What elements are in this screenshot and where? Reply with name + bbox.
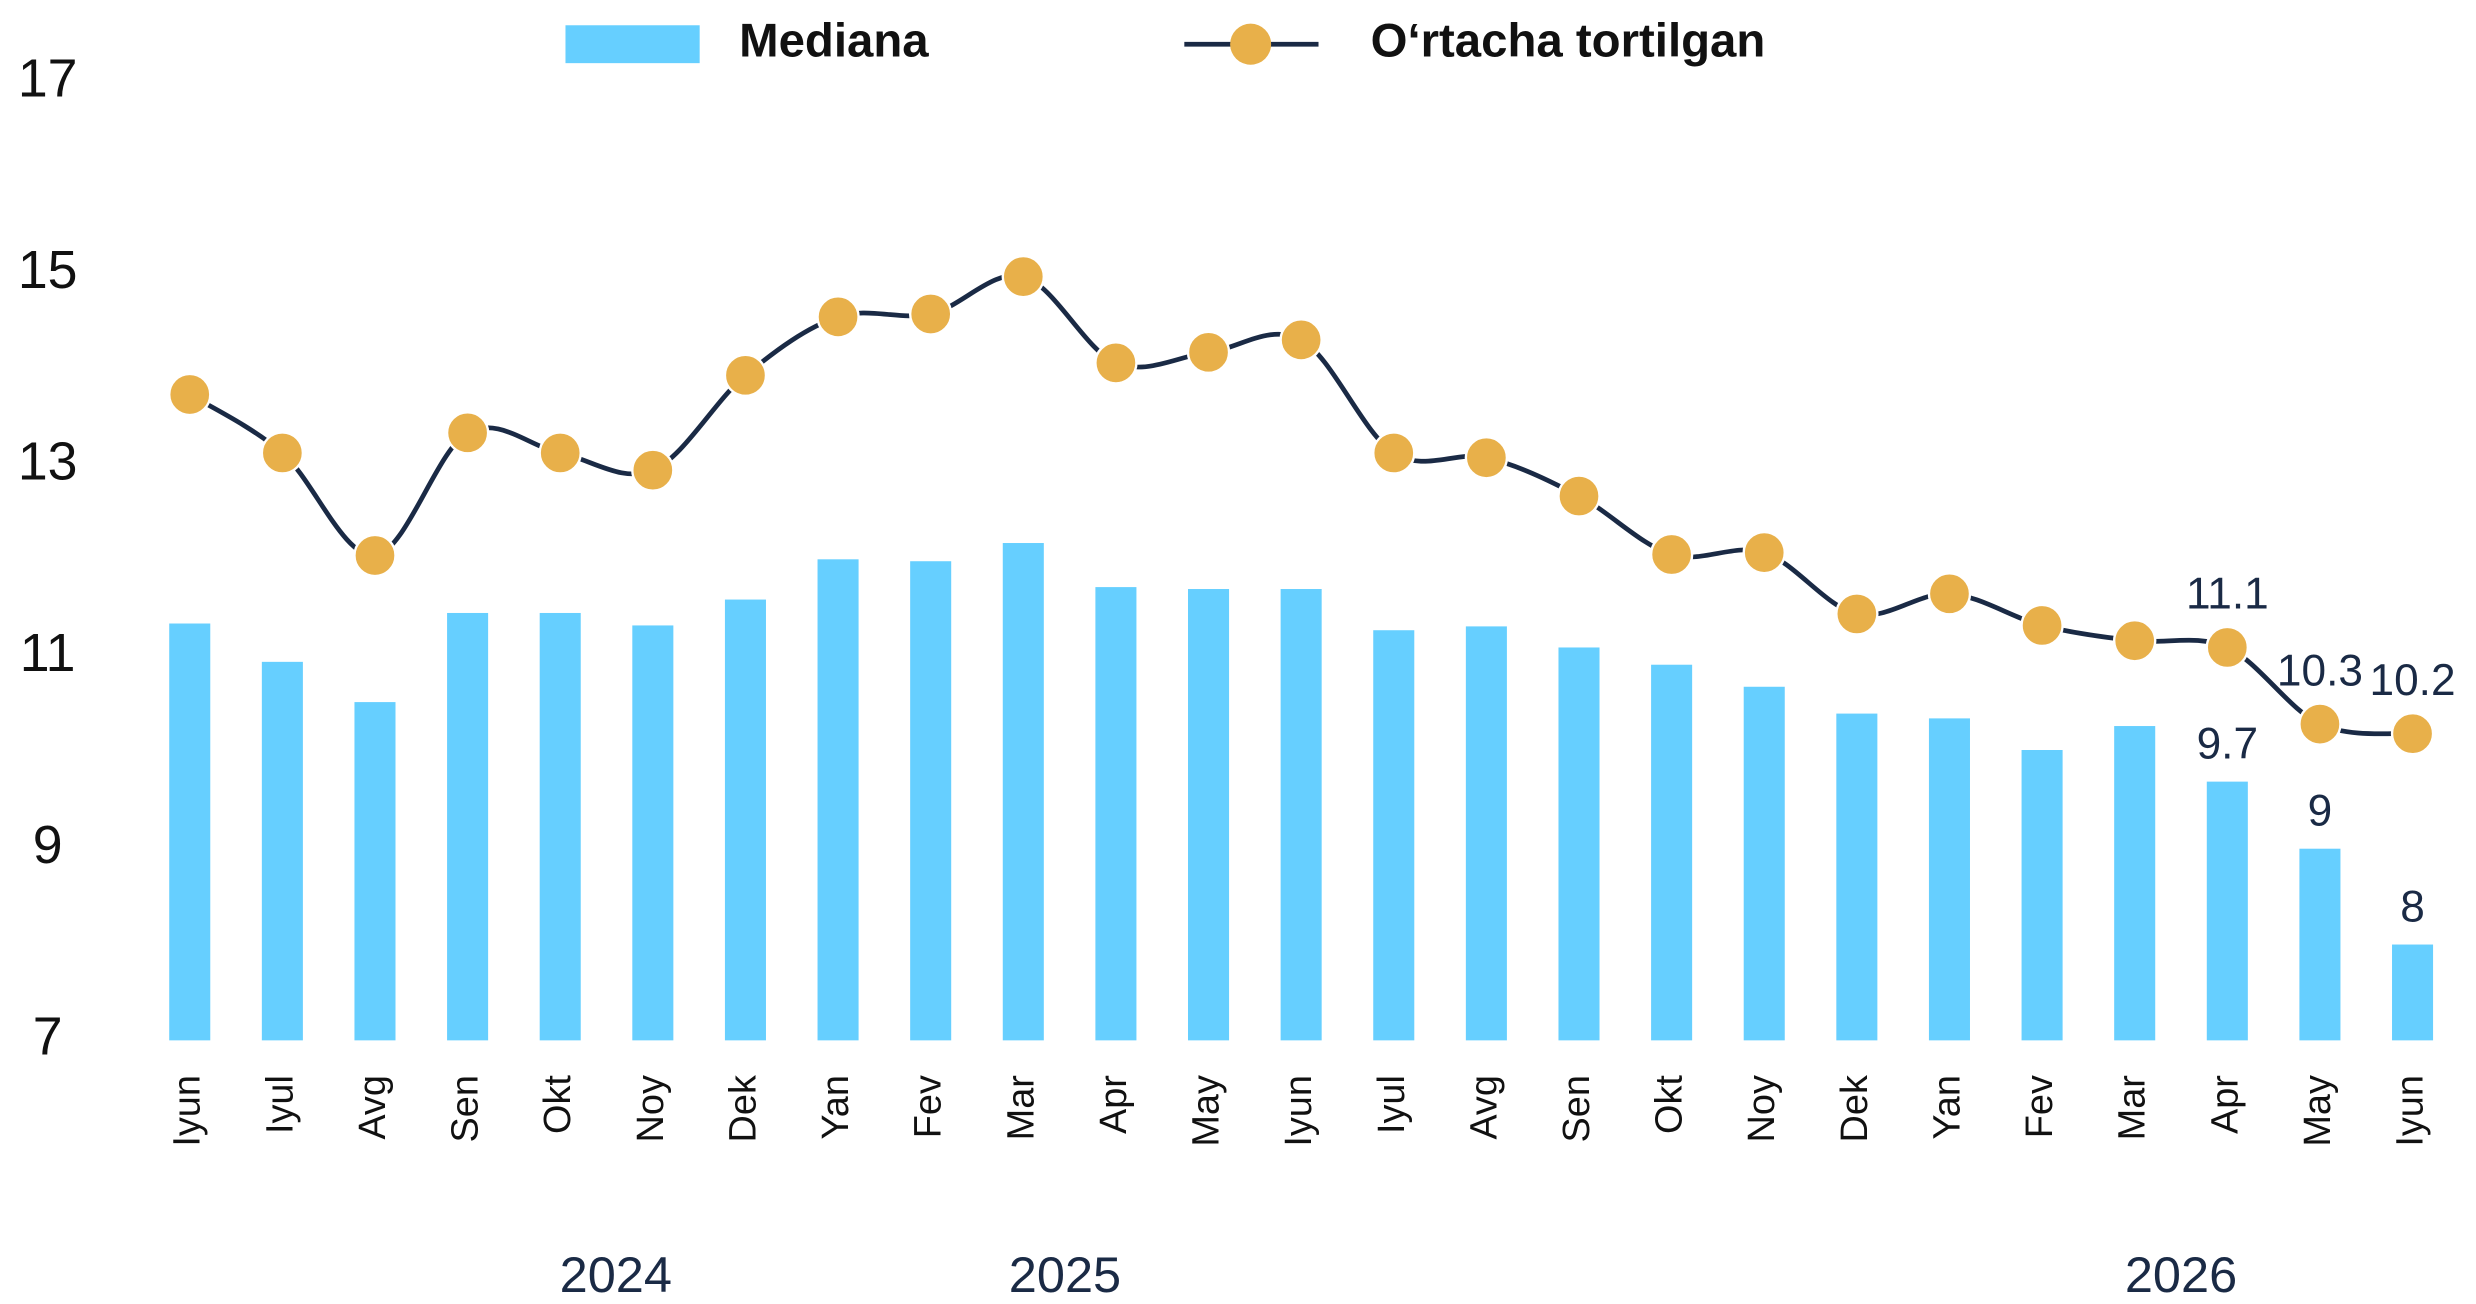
line-marker <box>1186 330 1231 375</box>
line-marker <box>1094 341 1138 385</box>
x-tick-label: Iyun <box>1278 1075 1320 1147</box>
line-marker <box>631 448 675 492</box>
bar-value-label: 9.7 <box>2197 720 2258 769</box>
year-label: 2026 <box>2125 1246 2237 1303</box>
line-value-label: 10.2 <box>2370 656 2456 705</box>
line-marker <box>1557 474 1601 518</box>
bar <box>539 612 581 1041</box>
bar <box>724 599 766 1041</box>
x-tick-label: Mar <box>1000 1075 1042 1140</box>
y-tick-label: 7 <box>33 1007 63 1067</box>
line-marker <box>445 411 490 455</box>
bar <box>632 625 674 1041</box>
bar <box>2021 750 2063 1041</box>
line-marker <box>2020 603 2064 648</box>
y-tick-label: 9 <box>33 815 63 875</box>
line-marker <box>2298 702 2342 746</box>
bar <box>1373 630 1415 1041</box>
line-marker <box>353 533 397 578</box>
line-marker <box>1649 532 1694 577</box>
bar-value-label: 9 <box>2308 787 2333 836</box>
bar <box>2392 944 2434 1041</box>
bar <box>354 702 396 1041</box>
bar <box>1465 626 1507 1041</box>
x-tick-label: Iyul <box>259 1075 301 1134</box>
x-tick-label: Yan <box>815 1075 857 1140</box>
x-tick-label: Yan <box>1926 1075 1968 1140</box>
x-tick-label: Dek <box>1834 1075 1876 1142</box>
x-tick-label: Okt <box>1649 1075 1691 1134</box>
bar <box>2114 726 2156 1041</box>
x-tick-label: Noy <box>630 1075 672 1142</box>
bar <box>910 561 952 1041</box>
line-marker <box>1742 530 1786 575</box>
bar <box>2299 848 2341 1041</box>
line-marker <box>723 353 768 398</box>
x-tick-label: Fev <box>908 1075 950 1138</box>
bar <box>1558 647 1600 1041</box>
bar <box>2206 781 2248 1041</box>
x-tick-label: Okt <box>537 1075 579 1134</box>
line-value-label: 10.3 <box>2277 646 2363 695</box>
legend-marker <box>1230 23 1272 65</box>
x-tick-label: Dek <box>722 1075 764 1142</box>
bar <box>1280 589 1322 1041</box>
legend-label: O‘rtacha tortilgan <box>1371 15 1766 68</box>
bar-value-label: 8 <box>2400 882 2425 931</box>
bar <box>447 612 489 1041</box>
y-tick-label: 11 <box>20 623 76 683</box>
x-tick-label: Sen <box>445 1075 487 1142</box>
line-marker <box>816 295 860 339</box>
line-marker <box>1927 572 1972 616</box>
line-marker <box>260 431 305 475</box>
y-tick-label: 13 <box>18 432 78 492</box>
y-tick-label: 17 <box>18 48 78 108</box>
bar <box>817 559 859 1041</box>
bar <box>1095 587 1137 1041</box>
x-tick-label: Avg <box>1463 1075 1505 1140</box>
bar <box>1743 686 1785 1041</box>
x-tick-label: Iyul <box>1371 1075 1413 1134</box>
year-label: 2025 <box>1009 1246 1121 1303</box>
line-marker <box>2390 712 2435 756</box>
legend-label: Mediana <box>739 15 929 68</box>
line-marker <box>1464 436 1509 480</box>
x-tick-label: Apr <box>1093 1075 1135 1134</box>
x-tick-label: Avg <box>352 1075 394 1140</box>
x-tick-label: Sen <box>1556 1075 1598 1142</box>
bar <box>1651 664 1693 1041</box>
y-tick-label: 15 <box>18 240 78 300</box>
x-tick-label: Fev <box>2019 1075 2061 1138</box>
year-label: 2024 <box>560 1246 672 1303</box>
bar <box>1188 589 1230 1041</box>
x-tick-label: May <box>2297 1075 2339 1147</box>
bar <box>169 623 211 1041</box>
x-tick-label: Apr <box>2204 1075 2246 1134</box>
bar <box>1002 543 1044 1041</box>
line-value-label: 11.1 <box>2186 570 2269 619</box>
line-marker <box>2205 625 2250 670</box>
line-marker <box>1372 431 1416 475</box>
line-marker <box>1835 592 1879 636</box>
x-tick-label: Iyun <box>167 1075 209 1147</box>
x-tick-label: Noy <box>1741 1075 1783 1142</box>
x-tick-label: May <box>1186 1075 1228 1147</box>
bar <box>261 661 303 1041</box>
bar <box>1836 713 1878 1041</box>
legend-swatch <box>565 25 700 64</box>
line-marker <box>908 292 953 336</box>
bar <box>1928 718 1970 1041</box>
line-marker <box>168 372 212 417</box>
line-marker <box>2112 619 2157 663</box>
x-tick-label: Mar <box>2112 1075 2154 1140</box>
x-tick-label: Iyun <box>2390 1075 2432 1147</box>
line-marker <box>538 431 582 475</box>
line-marker <box>1279 318 1323 362</box>
line-marker <box>1001 254 1046 299</box>
